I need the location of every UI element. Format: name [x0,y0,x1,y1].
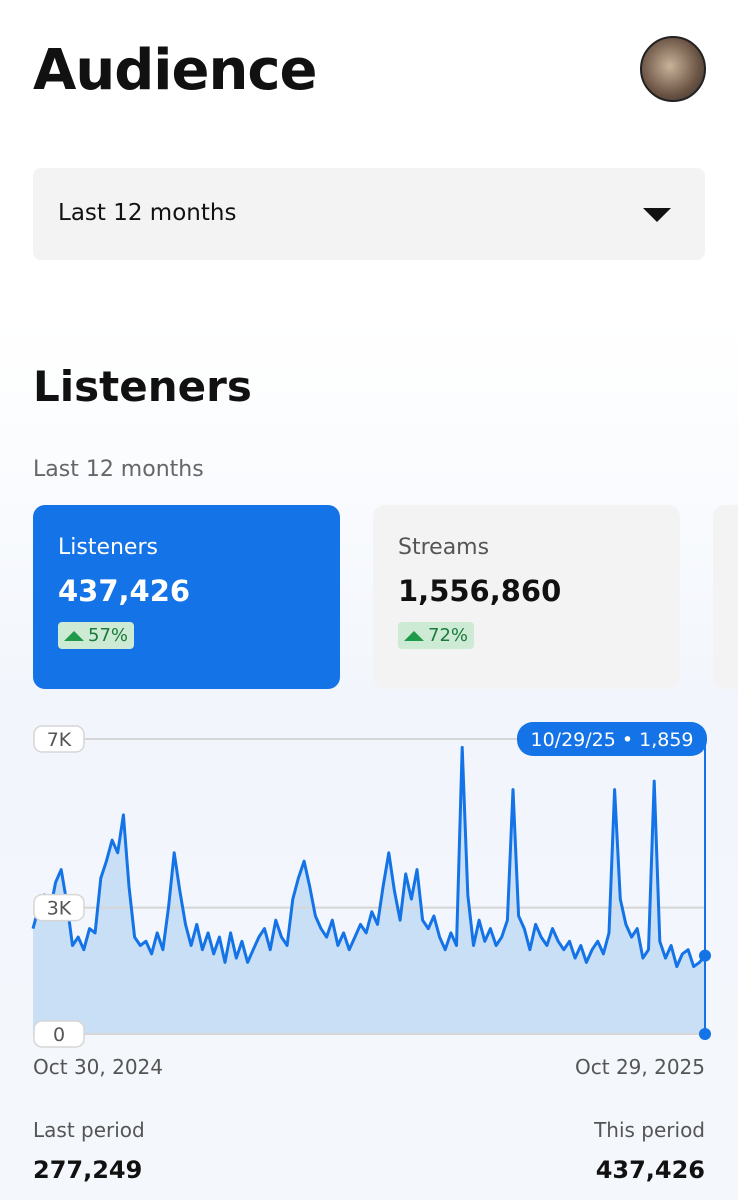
card-value: 1,556,860 [398,574,562,608]
dropdown-text: Last 12 months [58,200,237,226]
last-period-label: Last period [33,1118,145,1142]
this-period-label: This period [594,1118,705,1142]
cursor-dot [699,949,711,962]
card-partial[interactable] [713,505,738,689]
y-tick-label: 7K [47,729,72,751]
card-label: Listeners [58,535,158,560]
metric-card[interactable]: Streams 1,556,860 72% [373,505,680,689]
card-value: 437,426 [58,574,191,608]
y-tick-pill [33,1020,85,1048]
badge-row: 57% [58,608,315,649]
section-period: Last 12 months [33,457,204,482]
cursor-base-dot [699,1028,711,1040]
page-title: Audience [33,38,318,103]
y-tick-label: 0 [53,1024,65,1046]
this-period-value: 437,426 [595,1156,705,1184]
x-label: Oct 30, 2024 [33,1055,163,1079]
tooltip-text: 10/29/25 • 1,859 [530,729,693,751]
change-badge: 57% [58,622,135,649]
avatar[interactable] [640,36,706,102]
line [31,745,707,969]
card-label: Streams [398,535,490,560]
y-tick-pill [33,725,85,753]
badge-row: 72% [398,608,655,649]
metric-card[interactable]: Listeners 437,426 57% [33,505,340,689]
x-label: Oct 29, 2025 [575,1055,705,1079]
last-period-value: 277,249 [33,1156,143,1184]
area [33,747,705,1034]
y-tick-label: 3K [47,898,72,920]
change-badge: 72% [398,622,475,649]
period-dropdown[interactable]: Last 12 months [33,168,705,260]
chart: 0 3K 7K 10/29/25 • 1,859 Oct 30, 2024 Oct 29,… [31,722,711,1079]
dropdown-arrow [643,208,671,222]
y-tick-pill [33,893,85,922]
tooltip-pill [517,722,707,756]
section-title: Listeners [33,362,252,411]
